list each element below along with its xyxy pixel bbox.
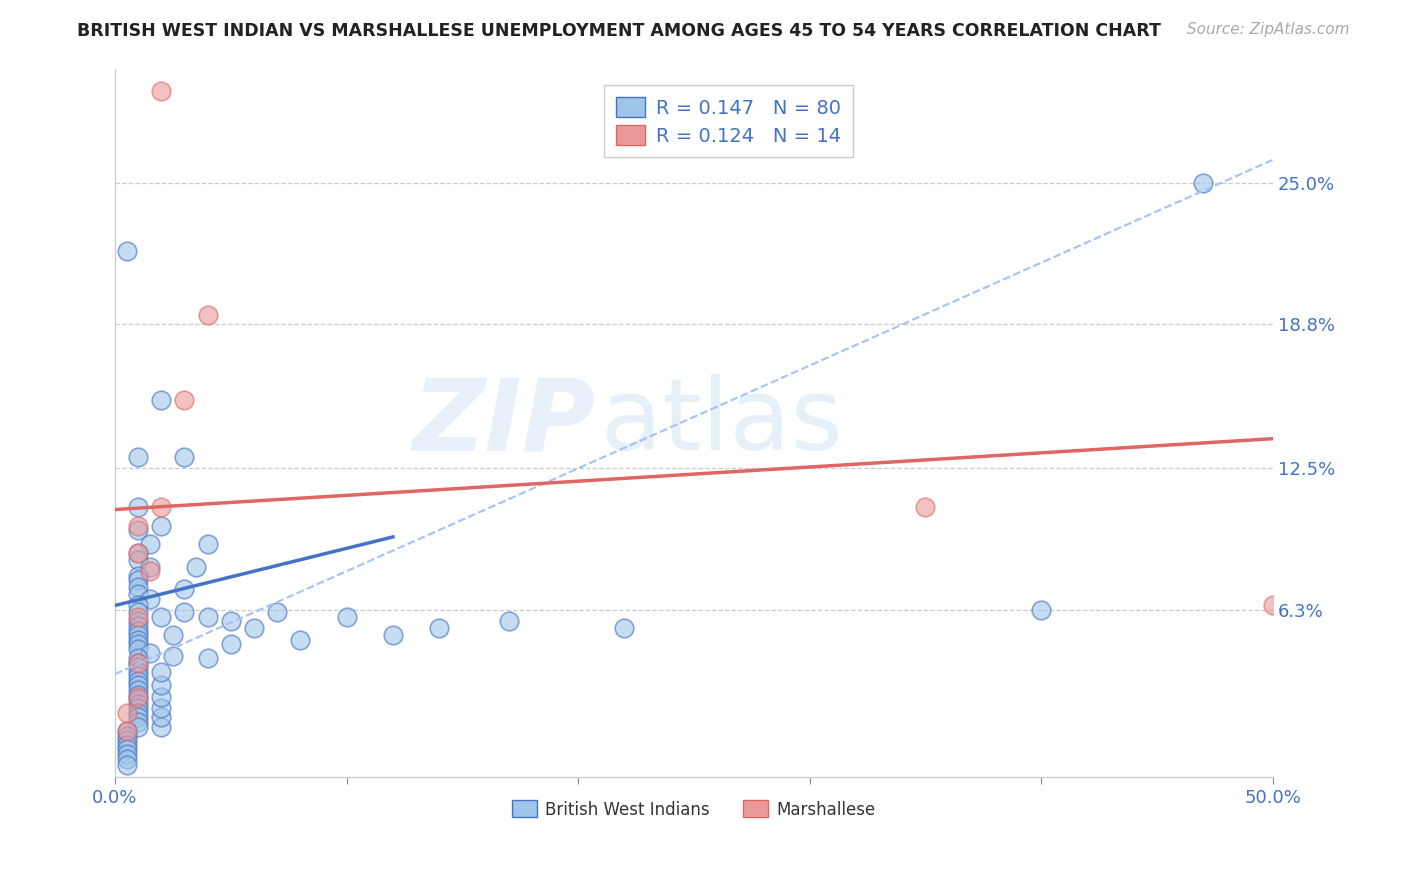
Point [127,569,149,583]
Point [127,610,149,624]
Point [127,690,149,704]
Text: BRITISH WEST INDIAN VS MARSHALLESE UNEMPLOYMENT AMONG AGES 45 TO 54 YEARS CORREL: BRITISH WEST INDIAN VS MARSHALLESE UNEMP… [77,22,1161,40]
Point [127,665,149,679]
Point [381,628,404,642]
Point [150,518,173,533]
Point [127,624,149,638]
Point [197,537,219,551]
Point [115,758,138,772]
Point [150,610,173,624]
Text: ZIP: ZIP [412,374,595,471]
Point [127,641,149,656]
Point [127,692,149,706]
Point [127,619,149,633]
Point [162,628,184,642]
Point [162,648,184,663]
Point [115,729,138,743]
Point [127,500,149,515]
Text: atlas: atlas [602,374,842,471]
Point [139,564,162,578]
Point [427,621,450,635]
Point [127,450,149,464]
Point [184,559,207,574]
Point [127,673,149,688]
Point [1261,599,1284,613]
Point [115,244,138,259]
Point [115,747,138,761]
Point [127,720,149,734]
Point [219,637,242,651]
Point [173,582,195,597]
Point [127,714,149,729]
Point [139,537,162,551]
Point [115,738,138,752]
Point [127,553,149,567]
Point [150,665,173,679]
Point [127,701,149,715]
Point [197,610,219,624]
Point [127,632,149,647]
Legend: British West Indians, Marshallese: British West Indians, Marshallese [505,794,883,825]
Point [127,546,149,560]
Point [115,706,138,720]
Point [150,720,173,734]
Point [127,683,149,698]
Point [219,615,242,629]
Point [173,392,195,407]
Point [115,742,138,756]
Point [335,610,357,624]
Point [139,591,162,606]
Point [127,688,149,702]
Point [173,450,195,464]
Point [1192,176,1215,190]
Point [127,660,149,674]
Text: Source: ZipAtlas.com: Source: ZipAtlas.com [1187,22,1350,37]
Point [127,599,149,613]
Point [150,500,173,515]
Point [150,690,173,704]
Point [115,733,138,747]
Point [127,605,149,619]
Point [127,637,149,651]
Point [173,605,195,619]
Point [150,84,173,98]
Point [127,628,149,642]
Point [197,651,219,665]
Point [127,523,149,537]
Point [150,678,173,692]
Point [914,500,936,515]
Point [115,724,138,739]
Point [127,656,149,670]
Point [613,621,636,635]
Point [127,546,149,560]
Point [139,647,162,661]
Point [127,678,149,692]
Point [266,605,288,619]
Point [498,615,520,629]
Point [1029,603,1052,617]
Point [127,706,149,720]
Point [290,632,312,647]
Point [150,701,173,715]
Point [127,697,149,711]
Point [115,724,138,739]
Point [127,651,149,665]
Point [127,669,149,683]
Point [243,621,266,635]
Point [150,392,173,407]
Point [127,656,149,670]
Point [115,751,138,765]
Point [197,308,219,322]
Point [127,518,149,533]
Point [150,710,173,724]
Point [127,580,149,594]
Point [127,574,149,588]
Point [127,615,149,629]
Point [127,587,149,601]
Point [139,559,162,574]
Point [127,710,149,724]
